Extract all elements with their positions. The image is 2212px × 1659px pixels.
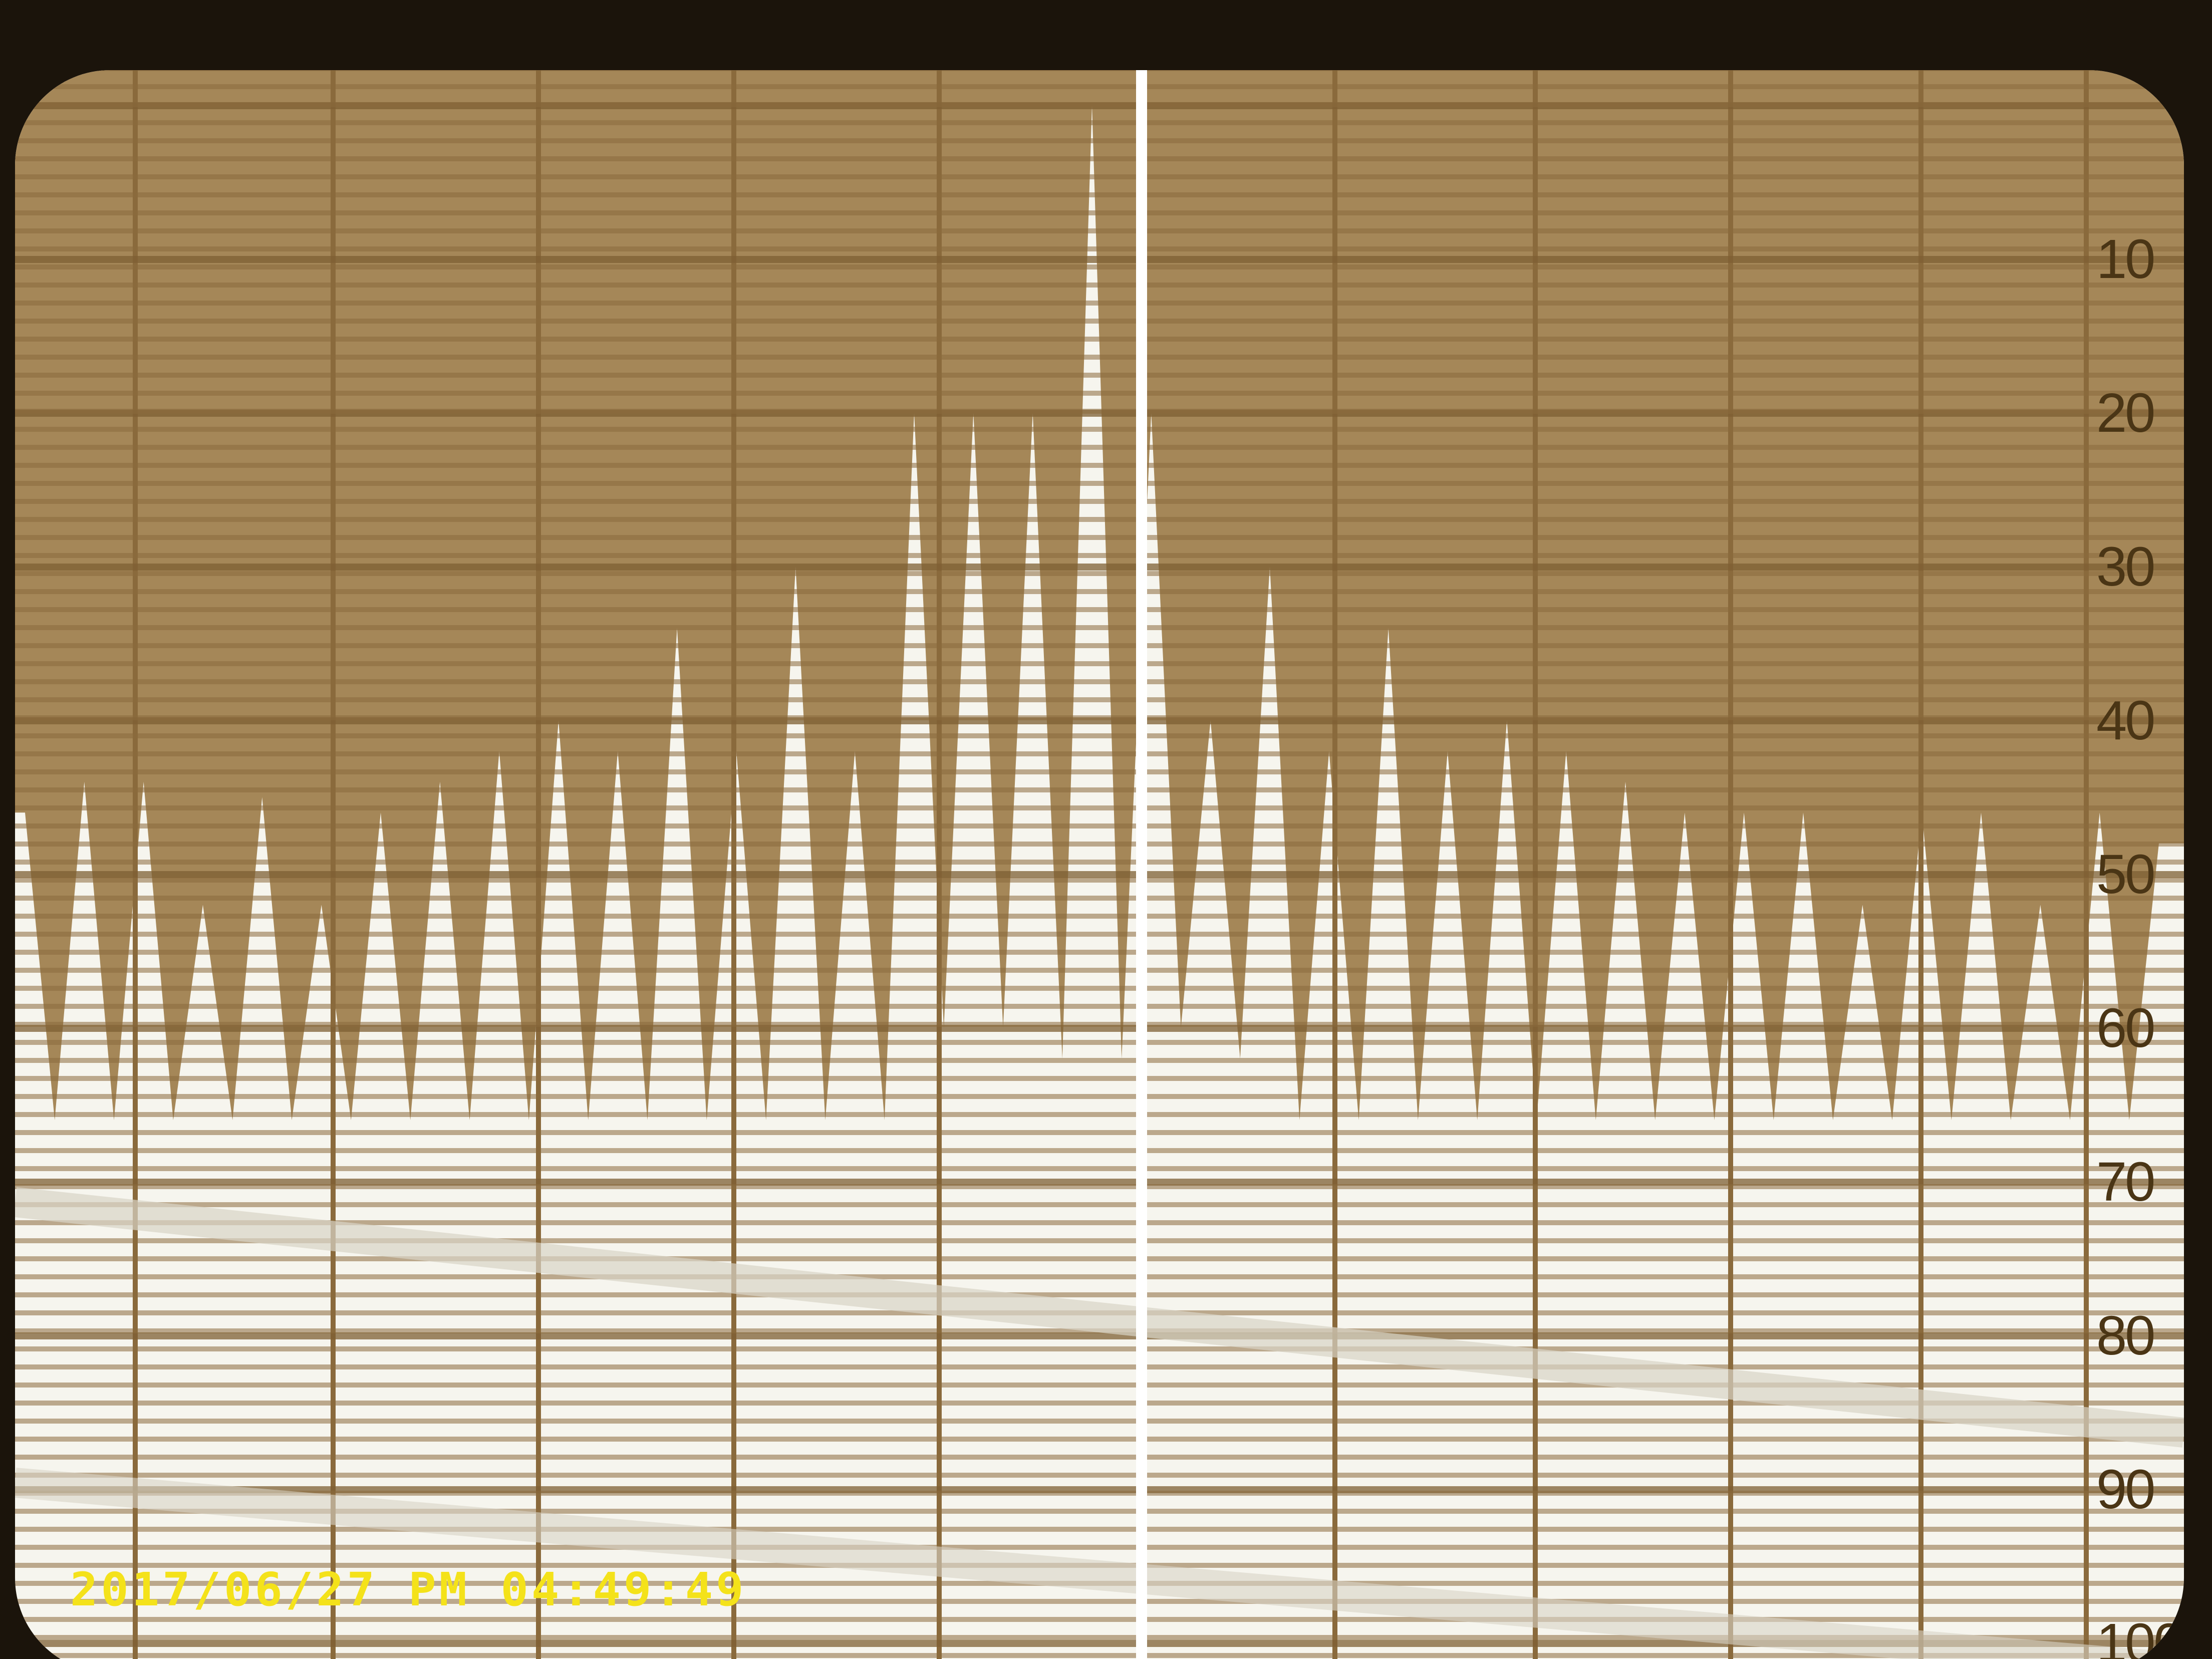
y-tick-label: 70: [2096, 1151, 2153, 1213]
y-tick-label: 10: [2096, 228, 2153, 290]
reflection-band: [15, 1468, 2184, 1659]
reflection-band: [15, 1187, 2184, 1448]
y-tick-label: 30: [2096, 536, 2153, 598]
y-tick-label: 60: [2096, 997, 2153, 1059]
y-tick-label: 50: [2096, 844, 2153, 905]
y-tick-label: 40: [2096, 690, 2153, 751]
carrier-line: [1136, 70, 1147, 1659]
timestamp-overlay: 2017/06/27 PM 04:49:49: [70, 1563, 747, 1616]
y-tick-label: 80: [2096, 1305, 2153, 1366]
scanline-overlay: [15, 70, 2184, 1659]
y-tick-label: 20: [2096, 382, 2153, 444]
y-tick-label: 90: [2096, 1459, 2153, 1520]
